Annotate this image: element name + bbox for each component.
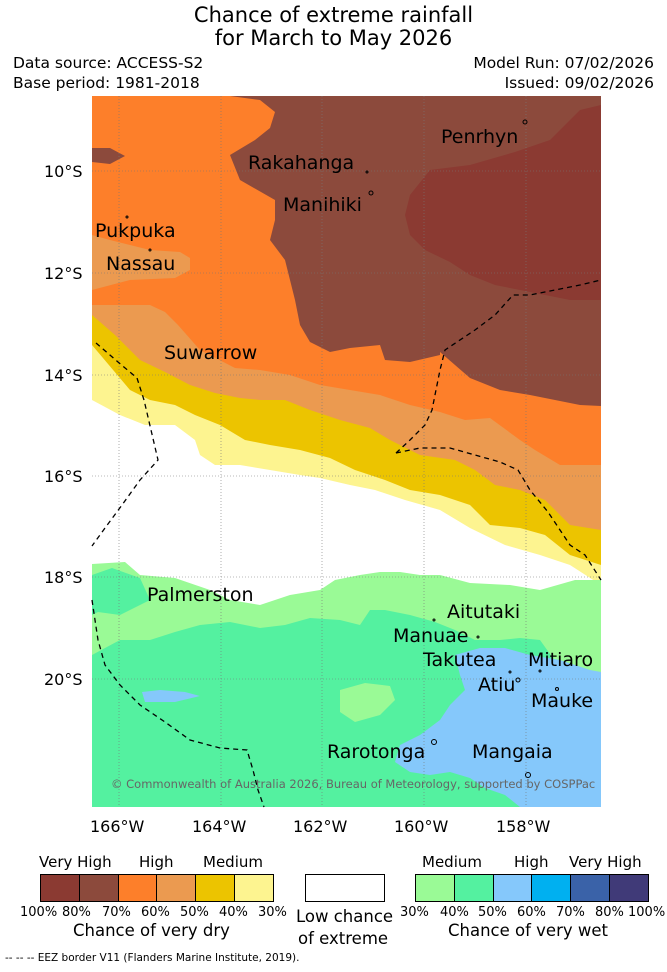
wet-swatch-6 — [610, 875, 648, 901]
dry-tick-60: 60% — [141, 905, 170, 920]
region-brown-small — [380, 341, 440, 362]
lat-label-16s: 16°S — [44, 467, 83, 486]
dry-swatch-2 — [79, 875, 119, 901]
lat-label-12s: 12°S — [44, 264, 83, 283]
aitutaki-marker — [432, 618, 436, 622]
base-period: Base period: 1981-2018 — [13, 74, 200, 92]
label-pukapuka: Pukpuka — [95, 220, 176, 242]
lon-label-158w: 158°W — [496, 817, 551, 836]
low-caption-line2: of extreme — [298, 929, 389, 948]
label-rakahanga: Rakahanga — [248, 152, 355, 174]
region-blue-50-60 — [395, 648, 601, 807]
label-mangaia: Mangaia — [472, 741, 553, 763]
low-chance-swatch — [305, 874, 385, 902]
label-mitiaro: Mitiaro — [528, 649, 594, 671]
wet-tick-30: 30% — [400, 905, 429, 920]
grid-lines — [92, 96, 601, 807]
label-mauke: Mauke — [531, 690, 594, 712]
label-palmerston: Palmerston — [147, 584, 254, 606]
dry-swatch-5 — [196, 875, 236, 901]
manihiki-marker — [368, 190, 374, 196]
copyright-credit: © Commonwealth of Australia 2026, Bureau… — [111, 777, 596, 791]
dry-swatch-4 — [157, 875, 197, 901]
nassau-marker — [148, 248, 152, 252]
eez-footer-note: -- -- -- EEZ border V11 (Flanders Marine… — [5, 952, 300, 964]
wet-swatch-3 — [493, 875, 533, 901]
data-source: Data source: ACCESS-S2 — [13, 54, 204, 72]
wet-tick-80: 80% — [595, 905, 624, 920]
wet-swatch-5 — [571, 875, 611, 901]
dry-swatch-1 — [41, 875, 80, 901]
mangaia-marker — [525, 772, 531, 778]
wet-tick-70: 70% — [556, 905, 585, 920]
dry-heading-medium: Medium — [203, 853, 263, 871]
wet-color-scale — [415, 874, 649, 902]
rarotonga-marker — [431, 739, 437, 745]
lat-label-10s: 10°S — [44, 162, 83, 181]
mitiaro-marker — [538, 669, 542, 673]
wet-heading-medium: Medium — [422, 853, 482, 871]
wet-tick-60: 60% — [517, 905, 546, 920]
region-blue-small — [142, 690, 200, 702]
wet-caption: Chance of very wet — [448, 921, 608, 940]
wet-tick-40: 40% — [440, 905, 469, 920]
label-penrhyn: Penrhyn — [441, 126, 519, 148]
label-takutea: Takutea — [423, 649, 497, 671]
dry-color-scale — [40, 874, 274, 902]
dry-swatch-6 — [235, 875, 273, 901]
takutea-marker — [508, 670, 512, 674]
wet-swatch-1 — [416, 875, 455, 901]
lat-label-14s: 14°S — [44, 366, 83, 385]
label-suwarrow: Suwarrow — [164, 342, 258, 364]
manuae-marker — [476, 635, 480, 639]
lat-label-18s: 18°S — [44, 568, 83, 587]
pukapuka-marker — [125, 215, 129, 219]
lon-label-164w: 164°W — [192, 817, 247, 836]
dry-tick-40: 40% — [219, 905, 248, 920]
dry-tick-70: 70% — [102, 905, 131, 920]
label-aitutaki: Aitutaki — [447, 601, 521, 623]
atiu-marker — [515, 677, 521, 683]
eez-border — [91, 279, 602, 808]
wet-heading-high: High — [514, 853, 549, 871]
region-lightgreen-pocket — [340, 683, 395, 722]
mauke-marker — [555, 687, 559, 691]
region-darkred-80-100 — [405, 105, 601, 300]
label-rarotonga: Rarotonga — [327, 741, 426, 763]
region-brown-island — [92, 148, 125, 164]
label-atiu: Atiu — [478, 674, 516, 696]
issued-date: Issued: 09/02/2026 — [504, 74, 654, 92]
lon-label-166w: 166°W — [90, 817, 145, 836]
dry-heading-very-high: Very High — [39, 853, 112, 871]
wet-tick-50: 50% — [478, 905, 507, 920]
wet-tick-100: 100% — [628, 905, 666, 920]
wet-swatch-4 — [532, 875, 572, 901]
dry-heading-high: High — [139, 853, 174, 871]
dry-tick-100: 100% — [20, 905, 58, 920]
wet-heading-very-high: Very High — [569, 853, 642, 871]
label-manuae: Manuae — [393, 625, 469, 647]
lon-label-160w: 160°W — [394, 817, 449, 836]
model-run: Model Run: 07/02/2026 — [473, 54, 654, 72]
label-nassau: Nassau — [106, 253, 176, 275]
penrhyn-marker — [522, 119, 528, 125]
dry-tick-50: 50% — [180, 905, 209, 920]
low-caption-line1: Low chance — [296, 907, 394, 926]
dry-swatch-3 — [118, 875, 158, 901]
rakahanga-marker — [365, 170, 369, 174]
island-markers — [125, 119, 559, 778]
dry-tick-80: 80% — [62, 905, 91, 920]
dry-caption: Chance of very dry — [73, 921, 230, 940]
dry-tick-30: 30% — [258, 905, 287, 920]
lat-label-20s: 20°S — [44, 670, 83, 689]
label-manihiki: Manihiki — [283, 194, 362, 216]
title-line-1: Chance of extreme rainfall — [193, 3, 474, 27]
lon-label-162w: 162°W — [293, 817, 348, 836]
title-line-2: for March to May 2026 — [214, 26, 453, 50]
wet-swatch-2 — [454, 875, 494, 901]
